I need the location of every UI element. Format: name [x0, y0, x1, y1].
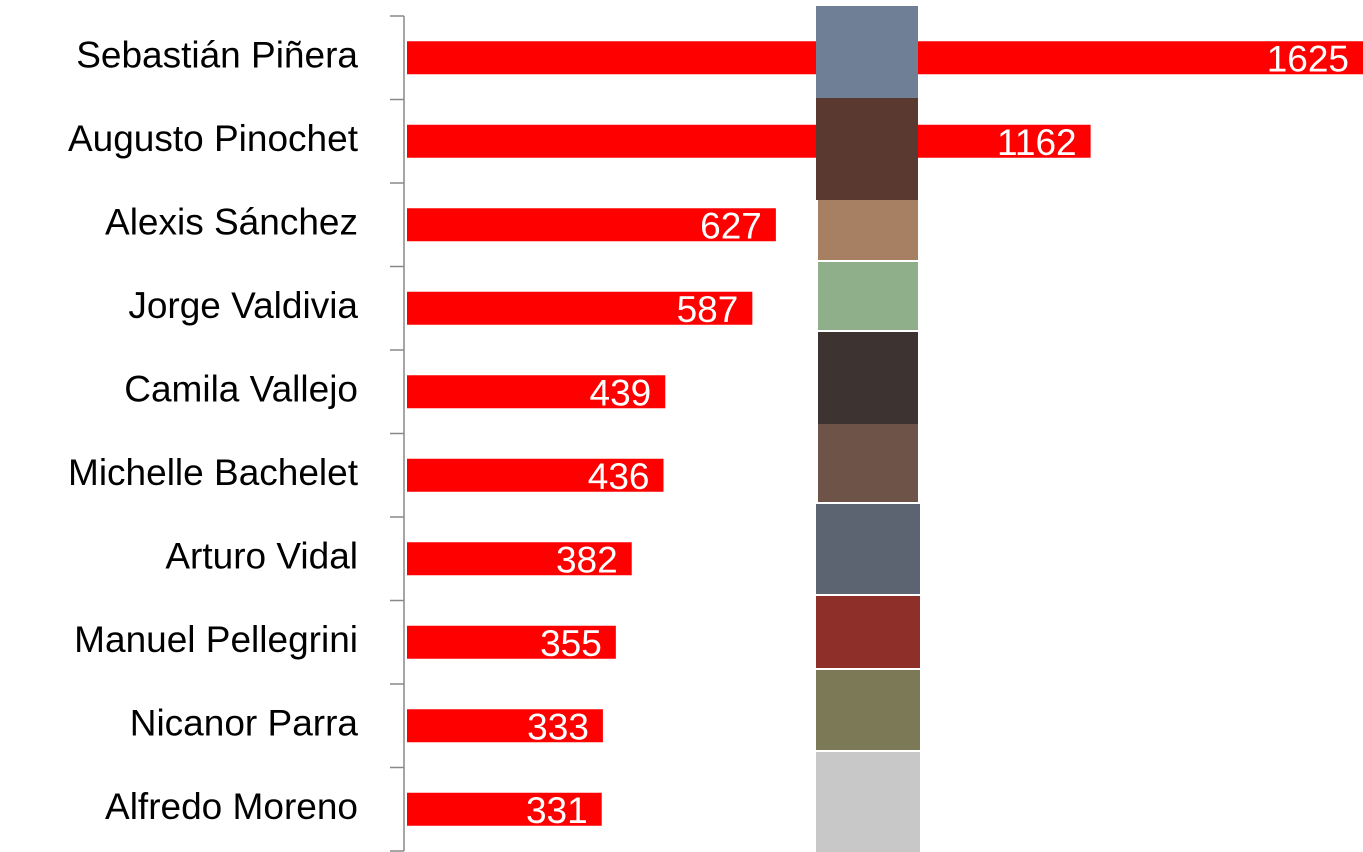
category-label: Alexis Sánchez	[105, 202, 358, 243]
photo	[816, 98, 918, 200]
value-label: 331	[526, 790, 588, 831]
value-label: 1625	[1267, 39, 1349, 80]
category-label: Sebastián Piñera	[76, 35, 358, 76]
bar	[407, 125, 1091, 158]
category-label: Augusto Pinochet	[68, 118, 359, 159]
photo	[816, 670, 920, 750]
category-label: Nicanor Parra	[130, 703, 359, 744]
value-label: 333	[527, 707, 589, 748]
photo	[818, 200, 918, 260]
photo	[818, 424, 918, 502]
photo	[816, 504, 920, 594]
value-label: 382	[556, 540, 618, 581]
value-label: 436	[588, 456, 650, 497]
category-label: Arturo Vidal	[165, 536, 358, 577]
category-label: Camila Vallejo	[124, 369, 358, 410]
category-label: Alfredo Moreno	[105, 786, 358, 827]
chart: Sebastián Piñera 1625 Augusto Pinochet 1162…	[0, 0, 1363, 852]
value-label: 587	[677, 289, 739, 330]
category-label: Michelle Bachelet	[68, 452, 359, 493]
value-label: 1162	[997, 122, 1077, 163]
photo	[816, 6, 918, 98]
photo	[816, 596, 920, 668]
photo	[818, 332, 918, 424]
category-label: Manuel Pellegrini	[74, 619, 358, 660]
photo	[816, 752, 920, 852]
value-label: 355	[540, 623, 602, 664]
value-label: 439	[590, 373, 652, 414]
photos	[816, 6, 920, 852]
photo	[818, 262, 918, 330]
value-label: 627	[700, 206, 762, 247]
category-label: Jorge Valdivia	[128, 285, 358, 326]
